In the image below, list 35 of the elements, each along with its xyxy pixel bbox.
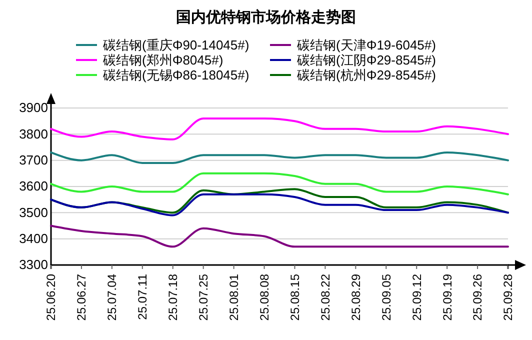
line-series: [50, 151, 509, 164]
x-tick-label: 25.08.08: [257, 274, 272, 321]
legend-label: 碳结钢(杭州Φ29-8545#): [296, 68, 436, 83]
legend-label: 碳结钢(江阴Φ29-8545#): [296, 52, 436, 68]
x-tick-label: 25.09.26: [470, 274, 485, 321]
x-tick-label: 25.07.18: [166, 274, 180, 321]
x-tick-label: 25.06.27: [74, 274, 89, 321]
x-tick-label: 25.09.19: [440, 274, 454, 321]
x-tick-label: 25.06.20: [44, 274, 58, 321]
y-tick-label: 3300: [19, 257, 48, 272]
legend-label: 碳结钢(无锡Φ86-18045#): [102, 68, 250, 83]
legend-label: 碳结钢(郑州Φ8045#): [102, 52, 224, 68]
line-series: [50, 193, 509, 216]
x-tick-label: 25.08.22: [318, 274, 332, 321]
x-tick-label: 25.07.04: [105, 274, 120, 321]
y-tick-label: 3900: [19, 100, 48, 116]
x-tick-label: 25.09.05: [379, 274, 394, 321]
y-tick-label: 3800: [19, 126, 48, 142]
x-tick-label: 25.08.29: [348, 274, 363, 321]
line-series: [50, 117, 509, 140]
x-tick-label: 25.08.15: [288, 274, 302, 321]
x-tick-label: 25.09.28: [501, 274, 516, 321]
chart-title: 国内优特钢市场价格走势图: [176, 8, 356, 26]
y-tick-label: 3400: [19, 230, 48, 246]
x-tick-label: 25.08.01: [227, 274, 241, 321]
x-tick-label: 25.07.25: [196, 274, 211, 321]
y-tick-label: 3500: [19, 204, 48, 220]
line-series: [50, 224, 509, 248]
y-tick-label: 3600: [19, 178, 48, 194]
y-tick-label: 3700: [19, 152, 48, 168]
line-series: [50, 172, 509, 196]
x-tick-label: 25.07.11: [136, 274, 150, 320]
legend-label: 碳结钢(天津Φ19-6045#): [296, 38, 436, 53]
x-tick-label: 25.09.12: [410, 274, 424, 321]
legend-label: 碳结钢(重庆Φ90-14045#): [102, 38, 250, 53]
